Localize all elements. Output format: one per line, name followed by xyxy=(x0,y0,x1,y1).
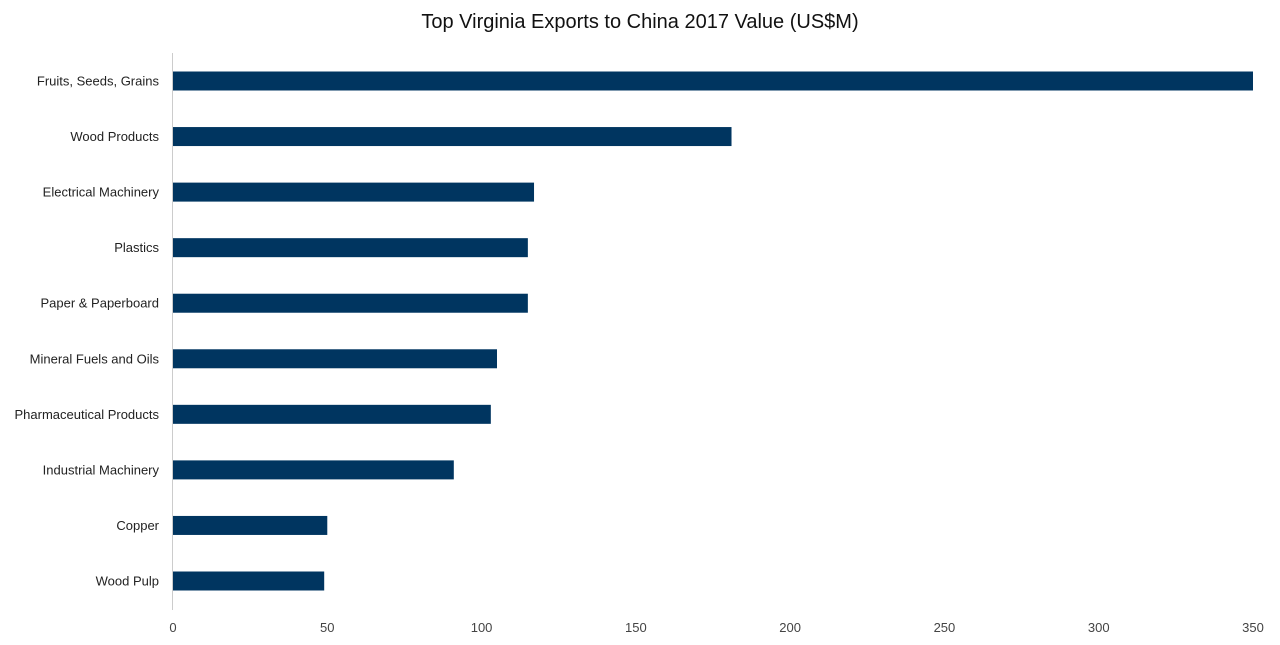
bars-group xyxy=(173,71,1253,591)
bar xyxy=(173,127,732,147)
x-tick-label: 0 xyxy=(169,620,176,635)
category-label: Electrical Machinery xyxy=(43,185,160,200)
x-tick-label: 350 xyxy=(1242,620,1264,635)
category-label: Wood Products xyxy=(70,129,159,144)
x-tick-label: 100 xyxy=(471,620,493,635)
x-tick-label: 50 xyxy=(320,620,334,635)
category-label: Industrial Machinery xyxy=(43,462,160,477)
category-label: Fruits, Seeds, Grains xyxy=(37,74,160,89)
bar xyxy=(173,571,325,591)
category-label: Copper xyxy=(116,518,159,533)
category-labels: Fruits, Seeds, Grains Wood Products Electr… xyxy=(14,74,159,589)
bar xyxy=(173,460,454,480)
x-tick-label: 250 xyxy=(934,620,956,635)
bar xyxy=(173,182,535,202)
category-label: Pharmaceutical Products xyxy=(14,407,159,422)
x-tick-label: 150 xyxy=(625,620,647,635)
category-label: Paper & Paperboard xyxy=(40,296,159,311)
bar xyxy=(173,293,528,313)
category-label: Mineral Fuels and Oils xyxy=(30,351,160,366)
category-label: Plastics xyxy=(114,240,159,255)
bar xyxy=(173,404,491,424)
category-label: Wood Pulp xyxy=(96,574,159,589)
x-tick-labels: 0 50 100 150 200 250 300 350 xyxy=(169,620,1263,635)
bar xyxy=(173,71,1253,91)
bar xyxy=(173,515,328,535)
chart-title: Top Virginia Exports to China 2017 Value… xyxy=(421,11,859,33)
bar xyxy=(173,349,497,369)
x-tick-label: 200 xyxy=(779,620,801,635)
bar xyxy=(173,238,528,258)
x-tick-label: 300 xyxy=(1088,620,1110,635)
